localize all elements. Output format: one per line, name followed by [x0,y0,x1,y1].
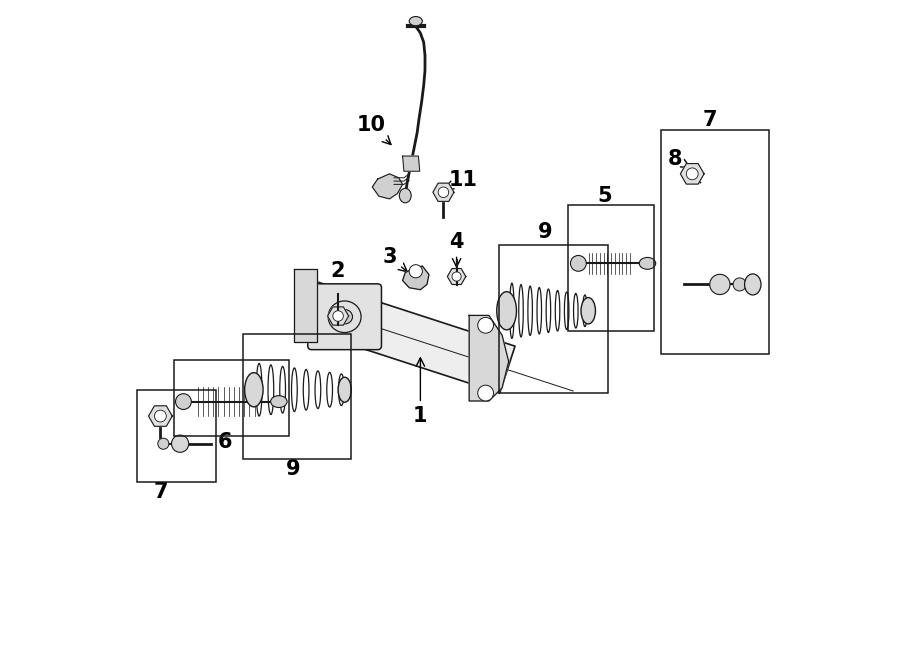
Bar [569,206,654,330]
Circle shape [176,394,192,409]
Text: 7: 7 [153,482,167,502]
Polygon shape [402,156,419,171]
Ellipse shape [410,17,422,26]
Polygon shape [402,266,429,290]
Ellipse shape [337,309,353,324]
Text: 5: 5 [598,186,612,206]
Circle shape [438,187,449,198]
Ellipse shape [271,396,287,408]
Text: 9: 9 [538,222,553,242]
Text: 6: 6 [218,432,232,452]
Polygon shape [293,269,317,342]
Bar [174,360,289,436]
Bar [243,334,351,459]
Circle shape [155,410,166,422]
Circle shape [687,168,698,180]
FancyBboxPatch shape [308,284,382,350]
Text: 3: 3 [382,247,407,272]
Polygon shape [373,174,402,199]
Text: 9: 9 [286,459,301,479]
Ellipse shape [581,297,596,324]
Polygon shape [433,183,454,202]
Circle shape [452,272,461,281]
Bar [138,390,216,482]
Circle shape [710,274,730,295]
Bar [661,130,770,354]
Polygon shape [300,281,515,393]
Text: 8: 8 [668,149,689,169]
Circle shape [410,264,422,278]
Polygon shape [447,268,466,284]
Text: 11: 11 [445,171,478,190]
Text: 7: 7 [703,110,717,130]
Polygon shape [328,307,348,325]
Text: 4: 4 [449,231,464,267]
Circle shape [478,385,493,401]
Circle shape [158,438,169,449]
Circle shape [478,317,493,333]
Circle shape [571,255,586,271]
Ellipse shape [497,292,517,330]
Text: 2: 2 [331,261,346,307]
Ellipse shape [338,377,351,403]
Ellipse shape [639,257,656,269]
Polygon shape [680,163,704,184]
Circle shape [172,435,189,452]
Ellipse shape [400,188,411,203]
Circle shape [734,278,746,291]
Ellipse shape [744,274,761,295]
Ellipse shape [245,373,263,407]
Bar [500,245,608,393]
Circle shape [333,311,344,321]
Polygon shape [148,406,172,426]
Text: 10: 10 [356,115,391,145]
Polygon shape [469,315,508,401]
Text: 1: 1 [413,358,428,426]
